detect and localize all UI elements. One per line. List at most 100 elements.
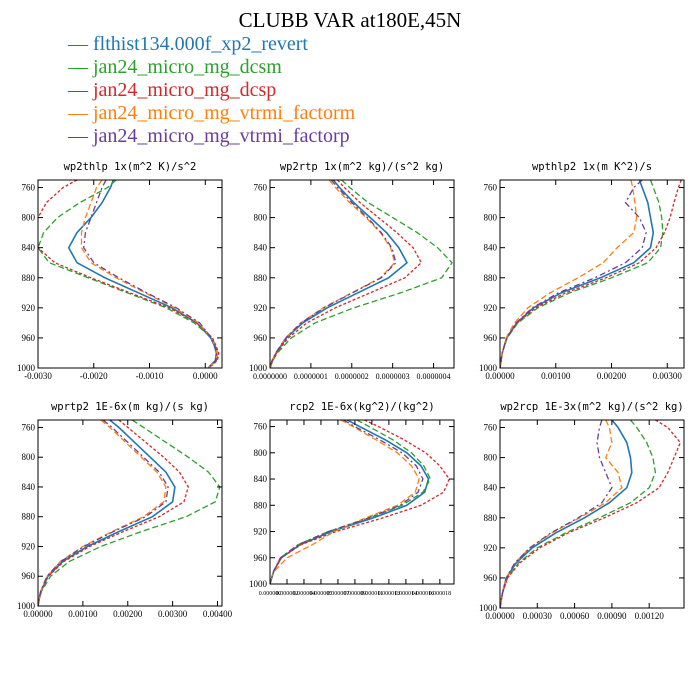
x-tick-label: 0.0000 bbox=[193, 371, 218, 381]
legend-item: — jan24_micro_mg_dcsm bbox=[68, 56, 355, 79]
y-tick-label: 1000 bbox=[17, 363, 36, 373]
legend-item: — jan24_micro_mg_dcsp bbox=[68, 79, 355, 102]
y-tick-label: 960 bbox=[22, 333, 36, 343]
legend-item: — jan24_micro_mg_vtrmi_factorp bbox=[68, 125, 355, 148]
subplot-title: rcp2 1E-6x(kg^2)/(kg^2) bbox=[289, 401, 434, 413]
y-tick-label: 800 bbox=[484, 213, 498, 223]
y-tick-label: 920 bbox=[22, 303, 36, 313]
y-tick-label: 880 bbox=[254, 273, 268, 283]
y-tick-label: 840 bbox=[484, 243, 498, 253]
subplot-title: wp2rtp 1x(m^2 kg)/(s^2 kg) bbox=[280, 161, 444, 173]
subplot-title: wp2thlp 1x(m^2 K)/s^2 bbox=[64, 161, 197, 173]
x-tick-label: -0.0030 bbox=[24, 371, 52, 381]
x-tick-label: 0.00060 bbox=[560, 611, 590, 621]
series-line bbox=[500, 180, 655, 368]
subplot-title: wprtp2 1E-6x(m kg)/(s kg) bbox=[51, 401, 209, 413]
plot-frame bbox=[269, 419, 455, 585]
y-tick-label: 800 bbox=[254, 448, 268, 458]
x-tick-label: -0.0010 bbox=[136, 371, 164, 381]
series-line bbox=[38, 420, 167, 606]
legend-swatch: — bbox=[68, 79, 93, 101]
plot-frame bbox=[269, 179, 455, 369]
y-tick-label: 1000 bbox=[249, 579, 268, 589]
plot-frame bbox=[37, 419, 223, 607]
x-tick-label: 0.0000000 bbox=[253, 372, 287, 381]
series-line bbox=[270, 180, 423, 368]
legend: — flthist134.000f_xp2_revert — jan24_micr… bbox=[68, 33, 355, 148]
series-line bbox=[270, 180, 453, 368]
y-tick-label: 800 bbox=[254, 213, 268, 223]
series-group bbox=[270, 180, 453, 368]
x-tick-label: 0.00200 bbox=[113, 609, 143, 619]
y-tick-label: 1000 bbox=[479, 603, 498, 613]
subplot: wp2rtp 1x(m^2 kg)/(s^2 kg) 760 800 840 880 92… bbox=[249, 161, 455, 381]
x-tick-label: 0.00000 bbox=[485, 611, 515, 621]
y-tick-label: 800 bbox=[22, 452, 36, 462]
x-tick-label: 0.0000003 bbox=[376, 372, 410, 381]
subplot: wpthlp2 1x(m K^2)/s 760 800 840 880 920 960 100… bbox=[479, 161, 685, 381]
y-tick-label: 960 bbox=[484, 333, 498, 343]
x-tick-label: 0.0000001 bbox=[294, 372, 328, 381]
series-line bbox=[38, 420, 176, 606]
x-tick-label: 0.000011 bbox=[361, 591, 383, 597]
series-group bbox=[38, 420, 221, 606]
x-tick-label: 0.00090 bbox=[597, 611, 627, 621]
x-tick-label: 0.000014 bbox=[395, 591, 418, 597]
series-line bbox=[500, 420, 633, 608]
series-line bbox=[270, 180, 409, 368]
series-line bbox=[270, 420, 432, 584]
series-line bbox=[270, 180, 396, 368]
series-line bbox=[38, 420, 221, 606]
series-line bbox=[500, 180, 682, 368]
y-tick-label: 1000 bbox=[479, 363, 498, 373]
y-tick-label: 920 bbox=[254, 527, 268, 537]
series-group bbox=[38, 180, 220, 368]
y-tick-label: 760 bbox=[22, 183, 36, 193]
y-tick-label: 920 bbox=[22, 541, 36, 551]
x-tick-label: 0.00200 bbox=[597, 371, 627, 381]
legend-swatch: — bbox=[68, 102, 93, 124]
legend-label: jan24_micro_mg_dcsm bbox=[93, 56, 282, 78]
legend-label: jan24_micro_mg_dcsp bbox=[93, 79, 277, 101]
series-line bbox=[38, 420, 169, 606]
legend-label: flthist134.000f_xp2_revert bbox=[93, 33, 308, 55]
x-tick-label: 0.0000004 bbox=[417, 372, 451, 381]
x-tick-label: 0.000018 bbox=[429, 591, 452, 597]
y-tick-label: 840 bbox=[22, 243, 36, 253]
y-tick-label: 960 bbox=[254, 553, 268, 563]
series-line bbox=[270, 420, 420, 584]
x-tick-label: 0.00300 bbox=[158, 609, 188, 619]
legend-item: — jan24_micro_mg_vtrmi_factorm bbox=[68, 102, 355, 125]
x-tick-label: 0.000004 bbox=[293, 591, 316, 597]
series-group bbox=[270, 420, 451, 584]
subplot-title: wp2rcp 1E-3x(m^2 kg)/(s^2 kg) bbox=[500, 401, 683, 413]
x-tick-label: 0.00300 bbox=[653, 371, 683, 381]
subplot: rcp2 1E-6x(kg^2)/(kg^2) 760 800 840 880 920 96… bbox=[249, 401, 455, 597]
series-line bbox=[67, 180, 218, 368]
series-line bbox=[500, 180, 647, 368]
series-line bbox=[38, 180, 219, 368]
legend-swatch: — bbox=[68, 56, 93, 78]
x-tick-label: 0.000000 bbox=[259, 591, 282, 597]
series-group bbox=[500, 180, 682, 368]
y-tick-label: 1000 bbox=[17, 601, 36, 611]
x-tick-label: 0.000013 bbox=[378, 591, 401, 597]
legend-label: jan24_micro_mg_vtrmi_factorm bbox=[93, 102, 356, 124]
series-line bbox=[38, 420, 190, 606]
y-tick-label: 920 bbox=[484, 543, 498, 553]
x-tick-label: 0.000009 bbox=[344, 591, 367, 597]
plot-frame bbox=[37, 179, 223, 369]
series-line bbox=[270, 420, 451, 584]
y-tick-label: 920 bbox=[254, 303, 268, 313]
subplot: wp2rcp 1E-3x(m^2 kg)/(s^2 kg)760 800 840 88… bbox=[479, 401, 685, 621]
x-tick-label: 0.00100 bbox=[541, 371, 571, 381]
x-tick-label: 0.00000 bbox=[23, 609, 53, 619]
y-tick-label: 880 bbox=[22, 273, 36, 283]
legend-item: — flthist134.000f_xp2_revert bbox=[68, 33, 355, 56]
series-line bbox=[500, 180, 664, 368]
x-tick-label: 0.000005 bbox=[310, 591, 333, 597]
y-tick-label: 760 bbox=[484, 423, 498, 433]
y-tick-label: 880 bbox=[254, 500, 268, 510]
